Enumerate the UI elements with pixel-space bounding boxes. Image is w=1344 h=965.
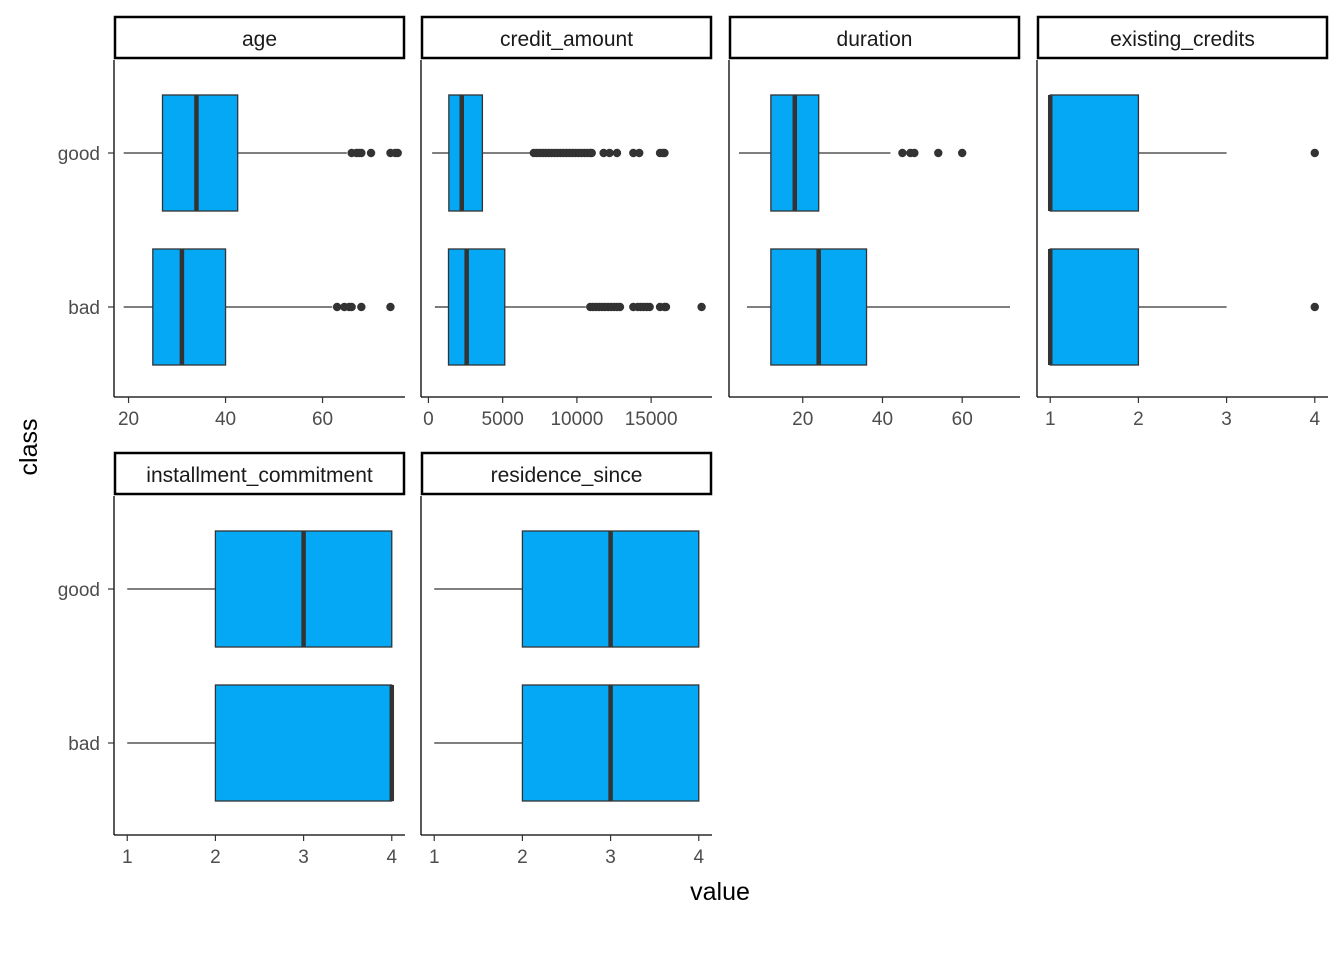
facet-strip [113,15,406,60]
iqr-box [447,248,506,366]
outlier-point [605,148,614,158]
y-tick-label-good: good [58,144,100,165]
x-tick-label: 2 [210,847,221,868]
x-tick-label: 1 [1045,409,1056,430]
box-good [1047,94,1319,212]
outlier-point [612,148,622,158]
x-tick-label: 3 [1221,409,1232,430]
x-tick-label: 2 [1133,409,1144,430]
x-tick-label: 5000 [482,409,524,430]
facet-strip-label: installment_commitment [146,464,373,487]
facet-strip [728,15,1021,60]
outlier-point [357,148,366,158]
outlier-point [1310,148,1319,158]
facet-existing-credits: existing_credits 1 2 3 4 [1036,15,1329,430]
outlier-point [332,302,342,312]
outlier-point [934,148,943,158]
facet-strip-label: credit_amount [500,28,633,51]
x-tick-label: 3 [298,847,309,868]
outlier-point [615,302,625,312]
x-tick-label: 15000 [625,409,678,430]
x-tick-label: 1 [122,847,133,868]
iqr-box [214,684,393,802]
x-tick-label: 40 [215,409,236,430]
outlier-point [386,302,395,312]
x-tick-label: 40 [872,409,893,430]
outlier-point [366,148,376,158]
iqr-box [448,94,484,212]
iqr-box [1049,94,1140,212]
iqr-box [152,248,227,366]
facet-strip [113,451,406,496]
x-tick-label: 4 [693,847,704,868]
outlier-point [660,148,669,158]
outlier-point [587,148,596,158]
outlier-point [393,148,402,158]
facet-installment-commitment: installment_commitment 1 2 3 4 good bad [58,451,406,868]
outlier-point [697,302,706,312]
y-tick-label-good: good [58,580,100,601]
x-tick-label: 4 [386,847,397,868]
box-bad [434,684,700,802]
y-tick-label-bad: bad [68,734,100,755]
iqr-box [161,94,239,212]
box-bad [746,248,1011,366]
outlier-point [599,148,608,158]
x-tick-label: 10000 [550,409,603,430]
x-tick-label: 20 [792,409,813,430]
x-tick-label: 20 [118,409,139,430]
outlier-point [957,148,967,158]
box-good [432,94,669,212]
y-axis-title: class [15,419,43,476]
outlier-point [357,302,366,312]
box-bad [123,248,395,366]
facet-strip-label: residence_since [491,464,643,487]
facet-strip [420,15,713,60]
x-tick-label: 4 [1309,409,1320,430]
facet-strip [1036,15,1329,60]
y-tick-label-bad: bad [68,298,100,319]
x-tick-label: 60 [312,409,333,430]
outlier-point [661,302,671,312]
outlier-point [635,148,644,158]
outlier-point [1310,302,1319,312]
x-tick-label: 0 [423,409,434,430]
iqr-box [1049,248,1140,366]
outlier-point [898,148,907,158]
box-bad [127,684,395,802]
facet-age: age 20 40 60 good bad [58,15,406,430]
box-good [127,530,393,648]
outlier-point [910,148,919,158]
outlier-point [629,148,638,158]
facet-duration: duration 20 40 60 [728,15,1021,430]
facet-strip-label: age [242,28,277,51]
x-tick-label: 60 [952,409,973,430]
facet-credit-amount: credit_amount 0 5000 10000 15000 [420,15,713,430]
outlier-point [347,302,356,312]
box-bad [1047,248,1319,366]
x-axis-title: value [690,878,750,906]
box-bad [434,248,706,366]
facet-strip-label: existing_credits [1110,28,1255,51]
x-tick-label: 2 [517,847,528,868]
box-good [123,94,402,212]
facet-residence-since: residence_since 1 2 3 4 [420,451,713,868]
facet-strip-label: duration [837,28,913,51]
box-good [434,530,700,648]
facet-strip [420,451,713,496]
box-good [738,94,967,212]
x-tick-label: 1 [429,847,440,868]
outlier-point [645,302,654,312]
x-tick-label: 3 [605,847,616,868]
